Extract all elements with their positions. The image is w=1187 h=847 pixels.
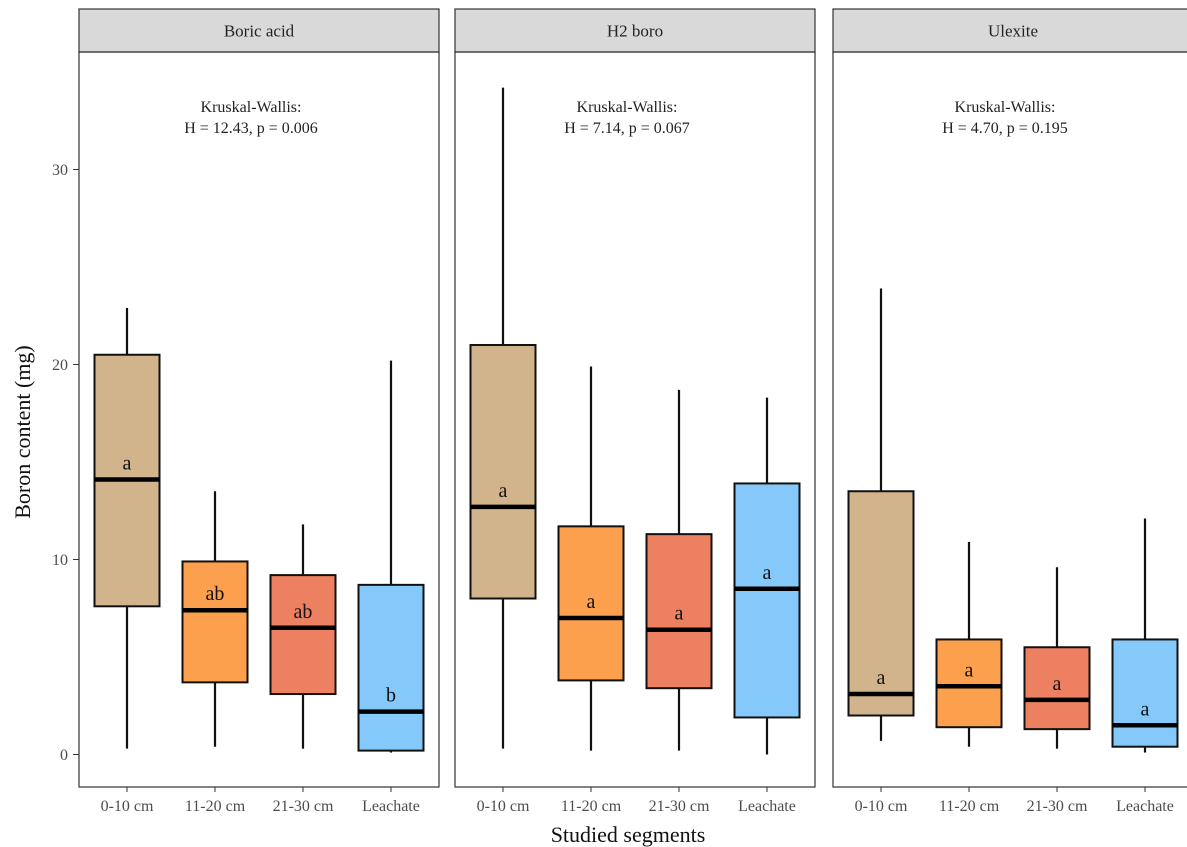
iqr-box: [557, 525, 625, 682]
box-group: a: [557, 366, 625, 751]
x-axis-title: Studied segments: [551, 822, 706, 847]
significance-letter: a: [877, 667, 886, 689]
x-tick-label: 0-10 cm: [101, 798, 154, 815]
significance-letter: a: [123, 453, 132, 475]
facet-panels: Boric acid Kruskal-Wallis: H = 12.43, p = …: [78, 8, 1187, 815]
x-tick-label: Leachate: [738, 798, 796, 815]
box-group: a: [93, 307, 161, 749]
kruskal-wallis-annotation: Kruskal-Wallis:: [201, 99, 302, 116]
facet-strip: [454, 8, 816, 53]
significance-letter: a: [587, 591, 596, 613]
box-group: a: [935, 541, 1003, 747]
y-tick-label: 10: [52, 552, 68, 569]
iqr-box: [469, 344, 537, 600]
x-tick-label: 21-30 cm: [649, 798, 710, 815]
kruskal-wallis-annotation: H = 12.43, p = 0.006: [184, 120, 318, 137]
panel-border: [78, 51, 440, 788]
y-axis: 0 10 20 30: [52, 162, 79, 764]
box-group: a: [847, 288, 915, 741]
iqr-box: [1111, 638, 1179, 748]
facet-strip-label: Boric acid: [224, 22, 295, 41]
iqr-box: [645, 533, 713, 690]
x-tick-label: 21-30 cm: [273, 798, 334, 815]
panel-border: [454, 51, 816, 788]
significance-letter: a: [1141, 698, 1150, 720]
significance-letter: a: [1053, 673, 1062, 695]
significance-letter: b: [386, 685, 396, 707]
y-tick-label: 20: [52, 357, 68, 374]
significance-letter: a: [763, 562, 772, 584]
box-group: a: [733, 397, 801, 755]
significance-letter: ab: [206, 583, 225, 605]
box-group: ab: [181, 491, 249, 747]
y-tick-label: 30: [52, 162, 68, 179]
iqr-box: [847, 490, 915, 717]
box-group: ab: [269, 524, 337, 749]
x-tick-label: 21-30 cm: [1027, 798, 1088, 815]
box-group: a: [469, 87, 537, 749]
facet-panel: Ulexite Kruskal-Wallis: H = 4.70, p = 0.19…: [832, 8, 1187, 815]
box-group: a: [645, 389, 713, 751]
y-axis-title: Boron content (mg): [10, 345, 35, 519]
kruskal-wallis-annotation: H = 7.14, p = 0.067: [564, 120, 690, 137]
x-tick-label: Leachate: [1116, 798, 1174, 815]
significance-letter: ab: [294, 601, 313, 623]
significance-letter: a: [499, 480, 508, 502]
iqr-box: [357, 583, 425, 752]
box-group: b: [357, 360, 425, 753]
facet-panel: H2 boro Kruskal-Wallis: H = 7.14, p = 0.06…: [454, 8, 816, 815]
x-tick-label: 11-20 cm: [185, 798, 246, 815]
iqr-box: [181, 560, 249, 684]
box-group: a: [1023, 567, 1091, 749]
facet-panel: Boric acid Kruskal-Wallis: H = 12.43, p = …: [78, 8, 440, 815]
x-tick-label: 11-20 cm: [561, 798, 622, 815]
kruskal-wallis-annotation: H = 4.70, p = 0.195: [942, 120, 1068, 137]
x-tick-label: 0-10 cm: [477, 798, 530, 815]
facet-strip: [78, 8, 440, 53]
kruskal-wallis-annotation: Kruskal-Wallis:: [955, 99, 1056, 116]
x-tick-label: 0-10 cm: [855, 798, 908, 815]
y-tick-label: 0: [60, 747, 68, 764]
iqr-box: [1023, 646, 1091, 731]
x-tick-label: 11-20 cm: [939, 798, 1000, 815]
iqr-box: [935, 638, 1003, 729]
box-group: a: [1111, 518, 1179, 753]
iqr-box: [269, 574, 337, 696]
kruskal-wallis-annotation: Kruskal-Wallis:: [577, 99, 678, 116]
facet-strip-label: Ulexite: [988, 22, 1038, 41]
panel-border: [832, 51, 1187, 788]
significance-letter: a: [965, 659, 974, 681]
x-tick-label: Leachate: [362, 798, 420, 815]
iqr-box: [733, 482, 801, 719]
facet-strip-label: H2 boro: [607, 22, 663, 41]
significance-letter: a: [675, 603, 684, 625]
